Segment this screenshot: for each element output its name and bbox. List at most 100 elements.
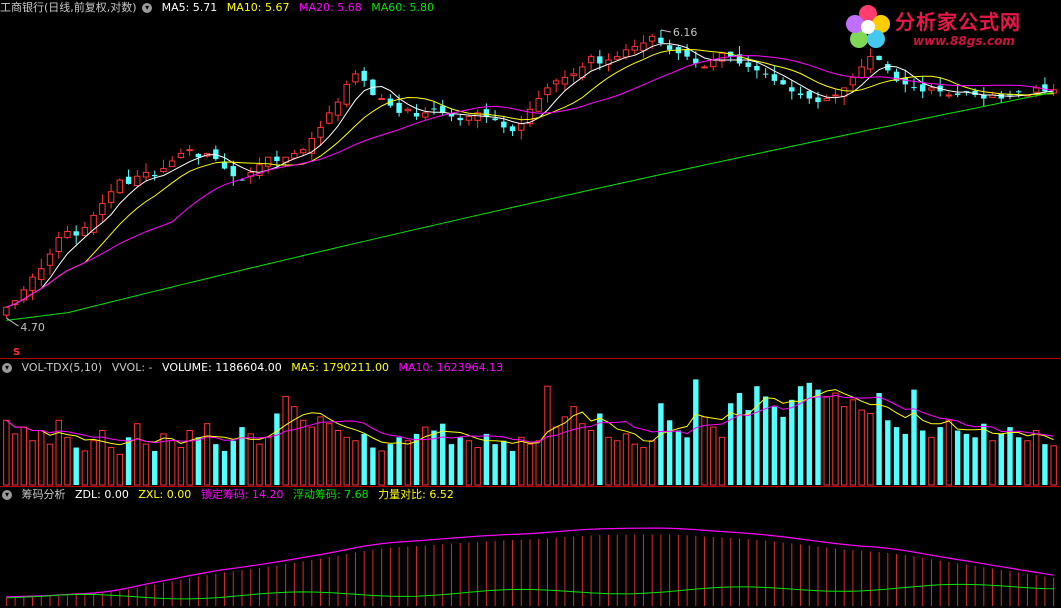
locked-chip-line — [6, 527, 1054, 598]
candle — [90, 214, 97, 233]
vvol-value: VVOL: - — [111, 361, 153, 374]
volume-bar — [46, 443, 54, 486]
candle — [64, 231, 71, 239]
candle — [73, 231, 79, 236]
vol-ma5-line — [6, 389, 1054, 446]
volume-bar — [597, 413, 603, 485]
candle — [361, 70, 367, 81]
volume-bar — [648, 440, 656, 486]
candle — [849, 76, 857, 86]
volume-settings-icon[interactable]: ▾ — [2, 363, 12, 373]
candle — [501, 121, 507, 128]
candle — [38, 268, 45, 281]
flower-logo-icon — [846, 5, 890, 48]
ma5-legend: MA5: 5.71 — [161, 1, 218, 14]
candle — [457, 117, 463, 121]
volume-bar — [55, 419, 62, 486]
candle — [274, 156, 280, 161]
candle — [55, 237, 62, 252]
volume-bar — [989, 440, 996, 486]
volume-bar — [73, 447, 79, 485]
candle — [701, 66, 708, 69]
candle — [492, 118, 498, 121]
candle — [3, 306, 10, 316]
volume-bar — [247, 433, 254, 486]
low-label: 4.70 — [20, 321, 45, 334]
volume-bar — [675, 430, 682, 485]
volume-bar — [317, 416, 324, 486]
ma10-line — [6, 48, 1054, 308]
chip-panel — [5, 527, 1055, 606]
candle — [440, 105, 446, 113]
candle — [1007, 94, 1013, 96]
candle — [99, 202, 106, 215]
volume-panel — [3, 379, 1057, 486]
candle — [308, 138, 316, 154]
candle — [142, 171, 150, 178]
ma20-line — [6, 55, 1054, 308]
candle — [81, 226, 89, 236]
volume-bar — [431, 430, 437, 485]
candle — [684, 49, 690, 57]
volume-bar — [1016, 437, 1022, 485]
site-logo: 分析家公式网 www.88gs.com — [843, 2, 1053, 52]
volume-bar — [352, 440, 359, 486]
candle — [186, 149, 193, 152]
volume-bar — [474, 447, 481, 486]
candle — [614, 56, 621, 60]
volume-bar — [666, 420, 673, 485]
volume-bar — [177, 447, 185, 486]
volume-bar — [570, 406, 577, 486]
volume-bar — [937, 427, 943, 485]
volume-bar — [3, 419, 10, 486]
ma10-legend: MA10: 5.67 — [226, 1, 290, 14]
vol-ma10-value: MA10: 1623964.13 — [398, 361, 504, 374]
candle — [710, 59, 717, 68]
volume-bar — [876, 393, 882, 485]
volume-bar — [579, 423, 586, 486]
candle — [945, 94, 953, 97]
chip-settings-icon[interactable]: ▾ — [2, 490, 12, 500]
candle — [291, 152, 298, 159]
candle — [134, 175, 141, 186]
volume-bar — [823, 395, 830, 486]
volume-bar — [518, 436, 525, 486]
candle — [780, 80, 786, 85]
candle — [754, 65, 760, 71]
candle — [125, 176, 132, 184]
candle — [920, 84, 926, 92]
volume-bar — [797, 386, 804, 485]
volume-bar — [404, 440, 412, 486]
candle — [587, 56, 595, 64]
candle — [404, 108, 412, 112]
candle — [221, 161, 228, 169]
volume-bar — [928, 436, 935, 486]
volume-bar — [142, 443, 150, 486]
volume-bar — [370, 447, 376, 485]
volume-bar — [789, 399, 795, 485]
volume-bar — [168, 440, 176, 486]
candle — [815, 97, 821, 103]
volume-bar — [422, 426, 429, 486]
volume-bar — [535, 440, 542, 486]
volume-header: ▾ VOL-TDX(5,10) VVOL: - VOLUME: 1186604.… — [2, 360, 509, 376]
volume-bar — [849, 399, 857, 486]
candle — [902, 77, 908, 85]
candle — [535, 98, 542, 112]
volume-bar — [20, 426, 28, 486]
candle — [317, 126, 324, 138]
candle — [526, 108, 534, 125]
candle — [465, 116, 473, 121]
candle — [1042, 84, 1048, 92]
volume-bar — [308, 426, 316, 486]
signal-marker: S — [13, 347, 20, 358]
candle — [230, 166, 236, 177]
candle — [998, 93, 1004, 99]
candle — [152, 174, 158, 177]
volume-bar — [326, 423, 333, 486]
settings-icon[interactable]: ▾ — [142, 3, 153, 13]
candle — [239, 179, 245, 181]
candle — [483, 109, 490, 117]
candle — [972, 90, 978, 95]
